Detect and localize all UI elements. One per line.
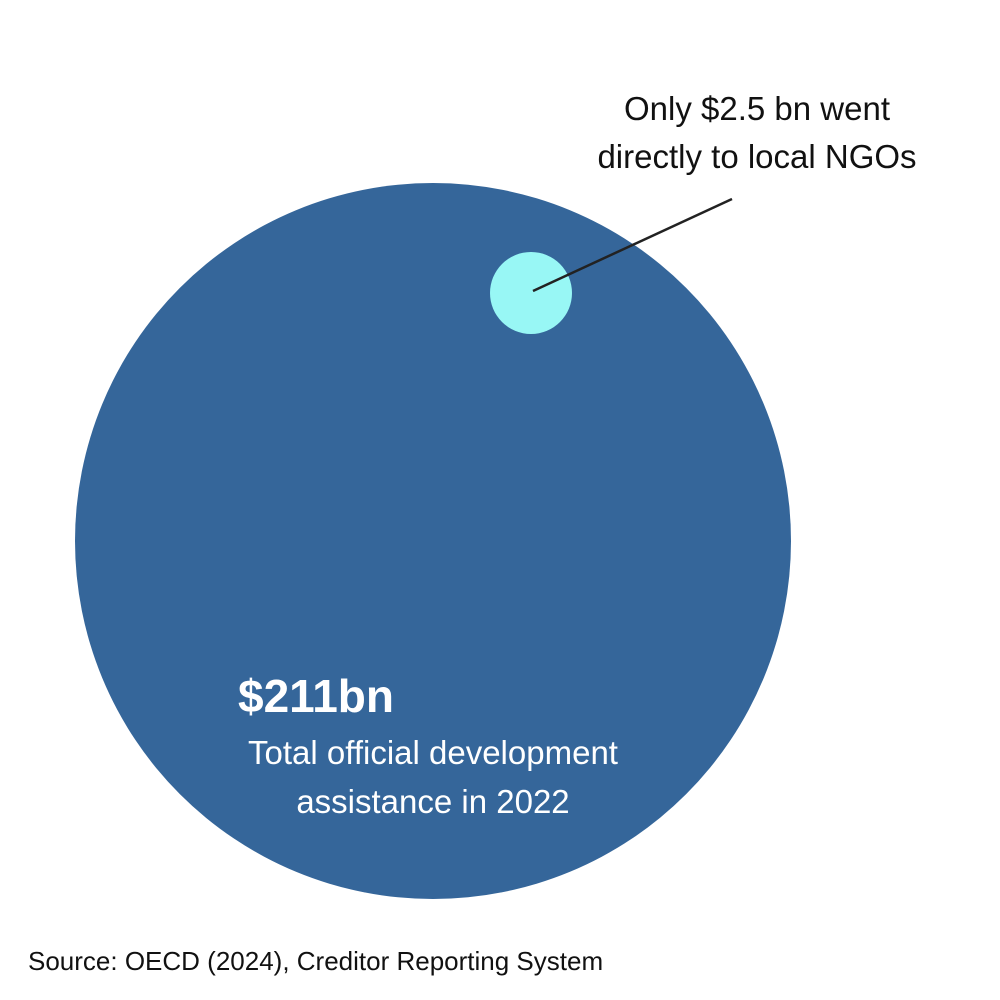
total-description-line-1: Total official development <box>248 734 618 771</box>
total-description-line-2: assistance in 2022 <box>296 783 569 820</box>
source-note: Source: OECD (2024), Creditor Reporting … <box>28 946 604 976</box>
local-ngo-circle <box>490 252 572 334</box>
total-oda-circle <box>75 183 791 899</box>
ngo-callout-line-2: directly to local NGOs <box>597 138 916 175</box>
callout-leader-line <box>532 197 733 293</box>
total-value-label: $211bn <box>238 670 394 722</box>
ngo-callout-line-1: Only $2.5 bn went <box>624 90 890 127</box>
